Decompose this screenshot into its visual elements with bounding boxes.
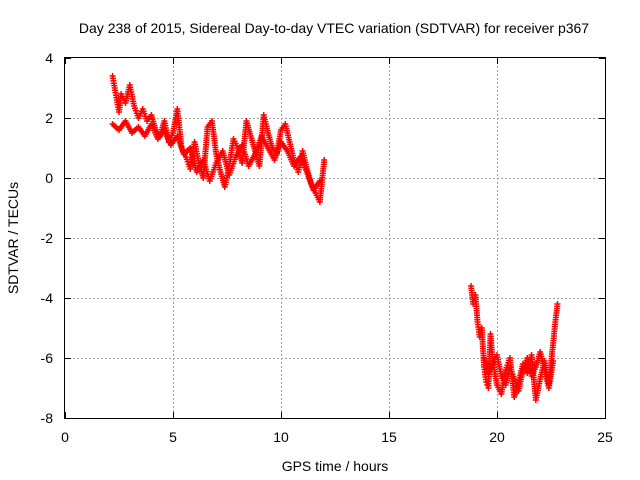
y-tick-label: 4 bbox=[45, 50, 53, 66]
data-point bbox=[554, 301, 561, 307]
y-tick-label: -4 bbox=[41, 290, 54, 306]
grid-lines bbox=[65, 58, 605, 418]
x-axis-label: GPS time / hours bbox=[282, 458, 389, 474]
x-tick-label: 15 bbox=[381, 429, 397, 445]
series-4 bbox=[481, 349, 557, 394]
y-tick-label: -2 bbox=[41, 230, 54, 246]
y-tick-label: 0 bbox=[45, 170, 53, 186]
data-point bbox=[316, 178, 323, 184]
data-points bbox=[109, 73, 561, 403]
plot-frame bbox=[64, 57, 606, 419]
x-tick-label: 25 bbox=[597, 429, 613, 445]
data-point bbox=[550, 358, 557, 364]
y-tick-label: -8 bbox=[41, 410, 54, 426]
y-axis-label: SDTVAR / TECUs bbox=[5, 182, 21, 294]
y-axis: 4 2 0 -2 -4 -6 -8 bbox=[41, 50, 605, 426]
x-tick-label: 5 bbox=[169, 429, 177, 445]
x-axis: 0 5 10 15 20 25 bbox=[61, 58, 613, 445]
series-1 bbox=[109, 73, 328, 205]
y-tick-label: -6 bbox=[41, 350, 54, 366]
x-tick-label: 10 bbox=[273, 429, 289, 445]
x-tick-label: 0 bbox=[61, 429, 69, 445]
chart-title: Day 238 of 2015, Sidereal Day-to-day VTE… bbox=[79, 20, 589, 36]
y-tick-label: 2 bbox=[45, 110, 53, 126]
data-point bbox=[321, 157, 328, 163]
x-tick-label: 20 bbox=[489, 429, 505, 445]
series-2 bbox=[109, 118, 323, 193]
